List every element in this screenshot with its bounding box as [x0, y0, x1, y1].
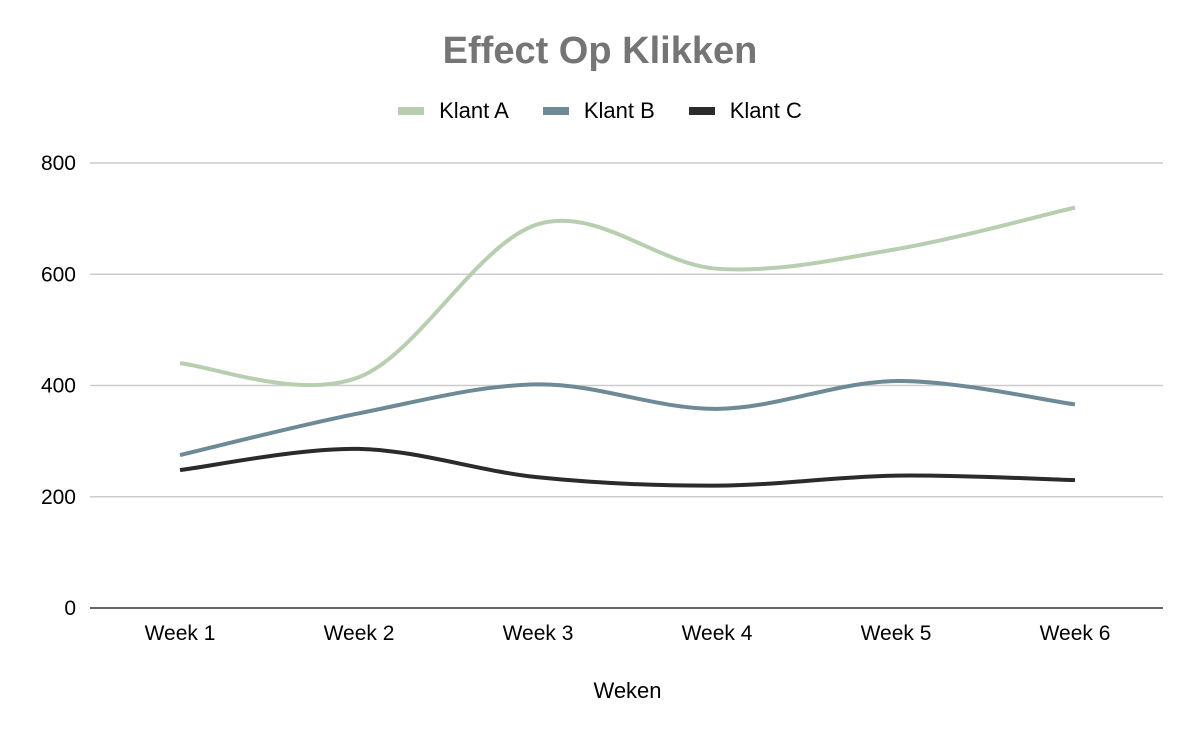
x-tick-label-6: Week 6	[1040, 622, 1111, 645]
data-point-klant-b-week-4	[715, 407, 719, 411]
x-tick-label-2: Week 2	[324, 622, 395, 645]
data-point-klant-a-week-2	[357, 375, 361, 379]
data-point-klant-c-week-5	[894, 474, 898, 478]
data-point-klant-c-week-4	[715, 484, 719, 488]
x-tick-label-1: Week 1	[145, 622, 216, 645]
chart-title: Effect Op Klikken	[442, 30, 758, 72]
data-point-klant-b-week-2	[357, 411, 361, 415]
legend-swatch-klant-a	[398, 107, 425, 115]
data-point-klant-c-week-3	[536, 475, 540, 479]
series-line-klant-b	[179, 379, 1076, 457]
data-point-klant-a-week-6	[1073, 206, 1077, 210]
data-point-klant-b-week-3	[536, 382, 540, 386]
x-tick-label-3: Week 3	[503, 622, 574, 645]
data-point-klant-b-week-5	[894, 379, 898, 383]
legend-swatch-klant-b	[542, 107, 569, 115]
data-point-klant-a-week-3	[536, 222, 540, 226]
legend-label-klant-a: Klant A	[439, 98, 509, 123]
x-axis-tick-labels: Week 1 Week 2 Week 3 Week 4 Week 5 Week 6	[145, 622, 1111, 645]
data-point-klant-a-week-4	[715, 267, 719, 271]
y-tick-label-400: 400	[41, 375, 76, 398]
data-point-klant-a-week-5	[894, 247, 898, 251]
x-tick-label-5: Week 5	[861, 622, 932, 645]
data-point-klant-c-week-1	[178, 468, 182, 472]
chart-legend: Klant A Klant B Klant C	[0, 98, 1200, 124]
legend-item-klant-c: Klant C	[688, 98, 802, 124]
data-point-klant-c-week-2	[357, 447, 361, 451]
data-point-klant-b-week-6	[1073, 402, 1077, 406]
legend-swatch-klant-c	[688, 107, 715, 115]
y-tick-label-800: 800	[41, 152, 76, 175]
gridlines	[90, 162, 1163, 498]
series-line-klant-c	[179, 446, 1076, 488]
data-point-klant-c-week-6	[1073, 478, 1077, 482]
legend-label-klant-b: Klant B	[583, 98, 655, 123]
series-lines	[178, 205, 1077, 488]
x-tick-label-4: Week 4	[682, 622, 753, 645]
data-point-klant-a-week-1	[178, 361, 182, 365]
x-axis-title: Weken	[593, 678, 661, 703]
series-line-klant-a	[179, 205, 1076, 387]
y-axis-tick-labels: 0 200 400 600 800	[41, 152, 76, 620]
y-tick-label-600: 600	[41, 263, 76, 286]
y-tick-label-0: 0	[64, 597, 76, 620]
legend-item-klant-b: Klant B	[542, 98, 655, 124]
legend-label-klant-c: Klant C	[729, 98, 802, 123]
data-point-klant-b-week-1	[178, 453, 182, 457]
legend-item-klant-a: Klant A	[398, 98, 509, 124]
y-tick-label-200: 200	[41, 486, 76, 509]
